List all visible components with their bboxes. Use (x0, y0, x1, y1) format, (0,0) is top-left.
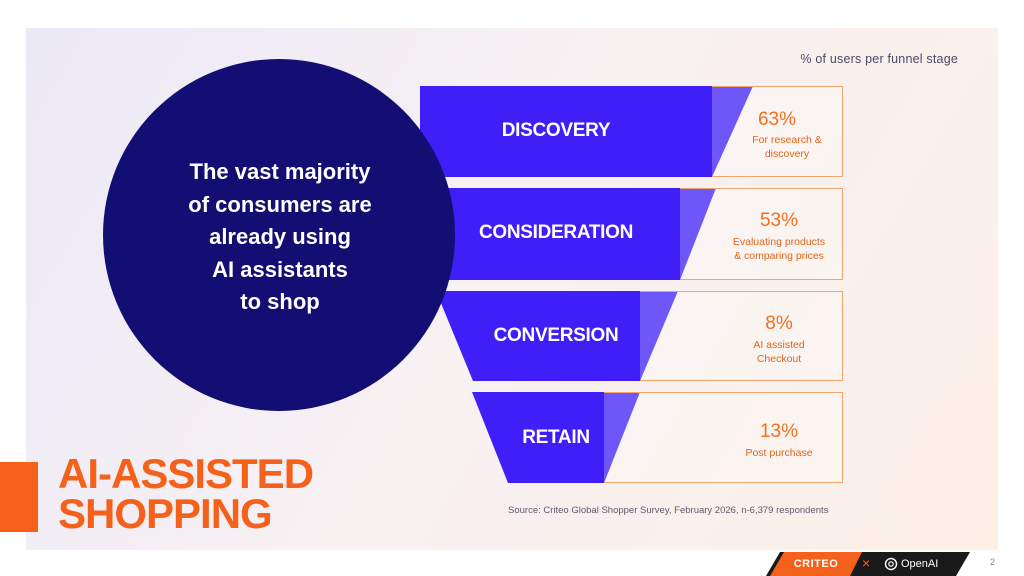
stat-box-discovery: 63% For research & discovery (712, 86, 843, 177)
stat-desc-line: Checkout (756, 353, 802, 365)
criteo-logo: CRITEO (770, 552, 862, 576)
headline-text: The vast majority of consumers are alrea… (135, 156, 425, 319)
headline-line: to shop (240, 289, 320, 314)
stat-desc-line: discovery (764, 148, 810, 160)
stat-description: Evaluating products & comparing prices (698, 235, 860, 263)
stat-box-conversion: 8% AI assisted Checkout (640, 291, 843, 381)
funnel-stage-discovery (420, 86, 753, 177)
separator-x: × (862, 555, 871, 571)
stat-box-retain: 13% Post purchase (604, 392, 843, 483)
stat-desc-line: Post purchase (745, 447, 813, 459)
page-number: 2 (990, 557, 996, 567)
slide-title: AI-ASSISTED SHOPPING (58, 450, 314, 537)
slide-title-line: AI-ASSISTED (58, 450, 314, 497)
headline-circle (103, 59, 455, 411)
stat-percent: 8% (765, 313, 793, 334)
funnel-stage-consideration (420, 188, 716, 280)
stat-description: Post purchase (660, 446, 898, 460)
stat-percent: 63% (757, 109, 797, 130)
openai-logo-icon (884, 557, 898, 571)
stage-label-retain: RETAIN (522, 427, 590, 448)
stat-desc-line: Evaluating products (732, 236, 826, 248)
stat-percent: 53% (759, 210, 799, 231)
stage-label-consideration: CONSIDERATION (478, 222, 634, 243)
source-note: Source: Criteo Global Shopper Survey, Fe… (508, 505, 829, 516)
stat-description: AI assisted Checkout (678, 338, 880, 366)
stage-label-conversion: CONVERSION (493, 325, 619, 346)
funnel-stage-conversion (436, 291, 678, 381)
headline-line: AI assistants (212, 256, 348, 282)
stage-label-discovery: DISCOVERY (501, 120, 611, 141)
stat-desc-line: & comparing prices (734, 250, 824, 262)
headline-line: already using (209, 224, 351, 249)
headline-line: of consumers are (188, 191, 372, 217)
openai-label: OpenAI (901, 558, 939, 570)
headline-line: The vast majority (189, 159, 371, 184)
stat-description: For research & discovery (722, 133, 852, 161)
stat-box-consideration: 53% Evaluating products & comparing pric… (680, 188, 843, 280)
stat-desc-line: For research & (752, 134, 822, 146)
openai-logo: OpenAI (884, 552, 938, 576)
stat-percent: 13% (759, 421, 799, 442)
funnel-stage-retain (472, 392, 640, 483)
slide-title-line: SHOPPING (58, 490, 273, 537)
accent-bar (0, 462, 38, 532)
stat-desc-line: AI assisted (753, 339, 805, 351)
funnel-subtitle: % of users per funnel stage (800, 52, 958, 66)
